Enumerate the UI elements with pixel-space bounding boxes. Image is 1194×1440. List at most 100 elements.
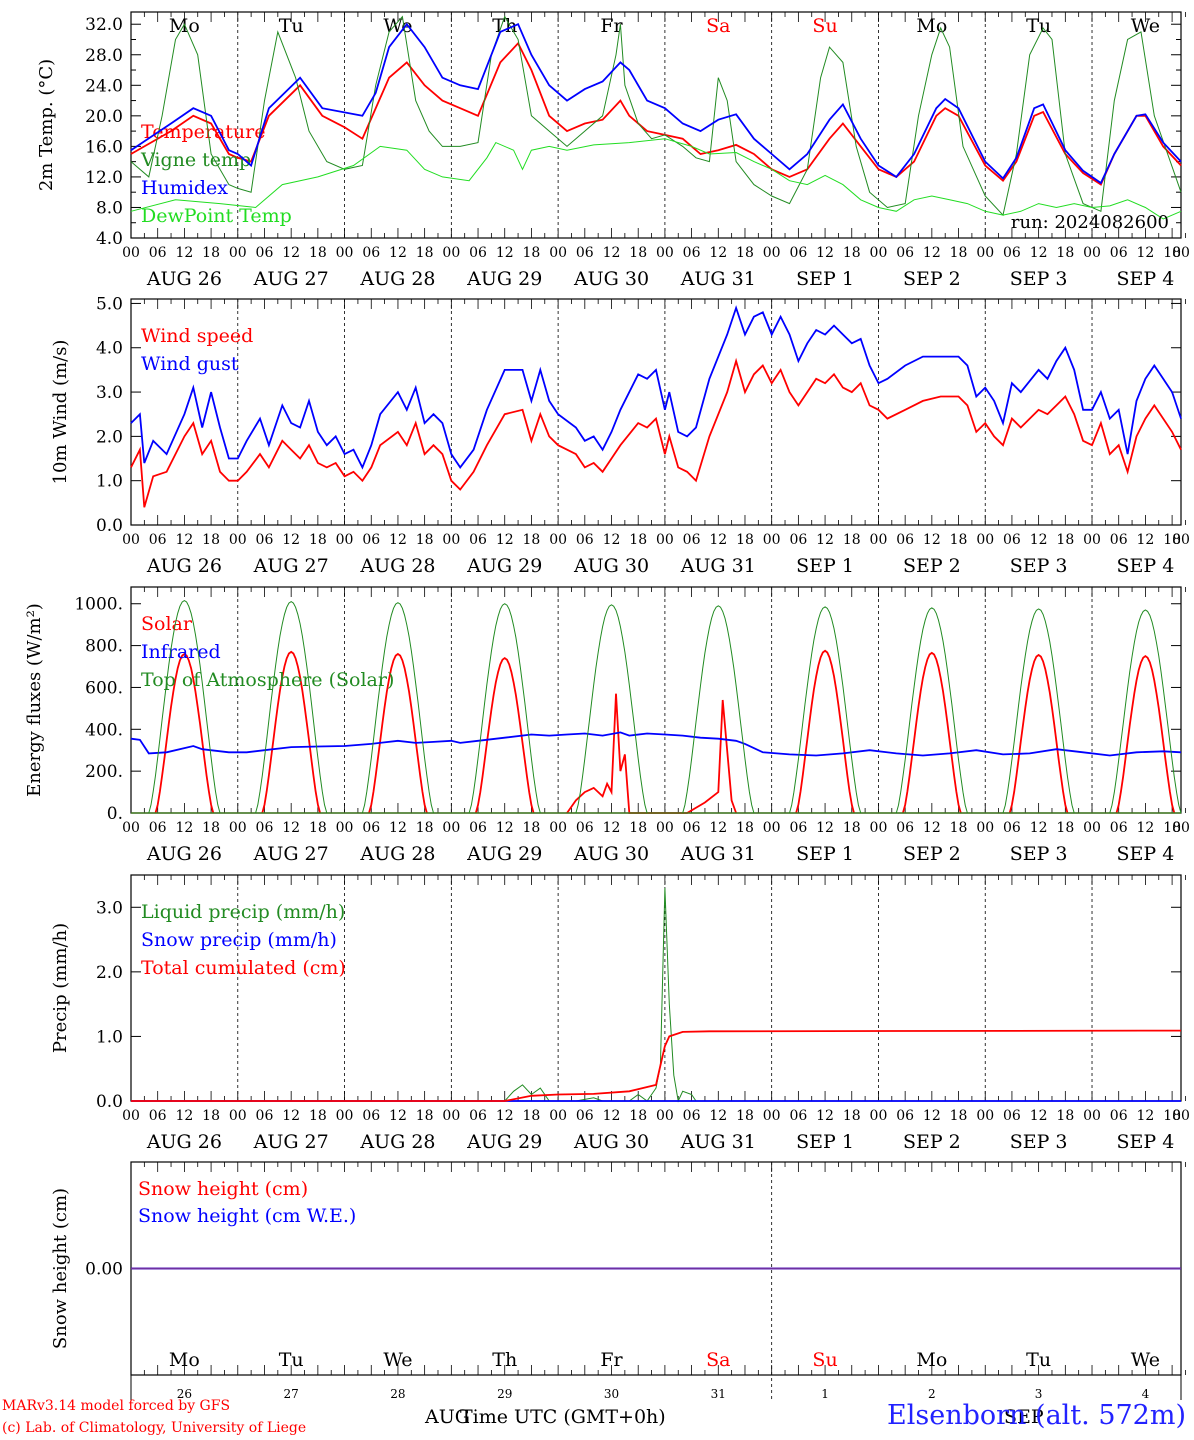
hour-tick-label: 12: [603, 245, 621, 261]
series-line-wind-speed: [130, 357, 1182, 508]
day-label: SEP 3: [1010, 843, 1068, 865]
y-axis-title: 2m Temp. (°C): [36, 59, 57, 191]
hour-tick-label: 18: [950, 532, 968, 548]
hour-tick-label: 00: [1083, 820, 1101, 836]
y-axis-title: 10m Wind (m/s): [50, 340, 71, 485]
day-label: SEP 1: [796, 555, 854, 577]
series-line-solar: [474, 656, 535, 814]
series-line-total-cumulated-cm-: [131, 1029, 1182, 1102]
hour-tick-label: 00: [229, 245, 247, 261]
hour-tick-label: 12: [1136, 1108, 1154, 1124]
hour-tick-label: 12: [709, 245, 727, 261]
hour-tick-label: 00: [656, 820, 674, 836]
day-label: AUG 30: [573, 555, 649, 577]
day-label: AUG 27: [253, 268, 329, 290]
hour-tick-label: 00: [336, 1108, 354, 1124]
y-tick-label: 0.00: [85, 1260, 123, 1280]
hour-tick-label: 06: [896, 1108, 914, 1124]
hour-tick-label: 00: [976, 245, 994, 261]
y-axis-title: Precip (mm/h): [50, 923, 71, 1053]
hour-tick-label: 18: [1163, 532, 1181, 548]
hour-tick-label: 06: [256, 1108, 274, 1124]
legend-entry: Snow precip (mm/h): [141, 929, 337, 951]
hour-tick-label: 00: [1172, 1108, 1190, 1124]
hour-tick-label: 12: [282, 1108, 300, 1124]
day-label: SEP 4: [1117, 843, 1175, 865]
hour-tick-label: 18: [950, 245, 968, 261]
hour-tick-label: 00: [763, 532, 781, 548]
hour-tick-label: 18: [416, 532, 434, 548]
hour-tick-label: 06: [683, 820, 701, 836]
hour-tick-label: 06: [1003, 820, 1021, 836]
plot-frame: [130, 11, 1182, 239]
hour-tick-label: 06: [256, 820, 274, 836]
hour-tick-label: 18: [843, 820, 861, 836]
hour-tick-label: 06: [1110, 245, 1128, 261]
y-tick-label: 4.0: [96, 339, 123, 359]
hour-tick-label: 06: [576, 820, 594, 836]
hour-tick-label: 18: [736, 532, 754, 548]
day-number-label: 29: [497, 1387, 512, 1400]
y-tick-label: 5.0: [96, 294, 123, 314]
hour-tick-label: 12: [175, 532, 193, 548]
hour-tick-label: 00: [1172, 532, 1190, 548]
y-tick-label: 1.0: [96, 472, 123, 492]
hour-tick-label: 06: [469, 245, 487, 261]
y-tick-label: 32.0: [85, 15, 123, 35]
y-axis-title: Snow height (cm): [50, 1188, 71, 1349]
hour-tick-label: 00: [442, 1108, 460, 1124]
hour-tick-label: 12: [923, 820, 941, 836]
hour-tick-label: 00: [1083, 245, 1101, 261]
legend-entry: Vigne temp: [140, 149, 251, 171]
day-label: AUG 31: [680, 843, 756, 865]
month-left-label: AUG: [425, 1406, 470, 1428]
hour-tick-label: 00: [549, 532, 567, 548]
hour-tick-label: 12: [709, 820, 727, 836]
day-number-label: 26: [177, 1387, 192, 1400]
weekday-label: We: [1131, 15, 1160, 37]
y-tick-label: 12.0: [85, 168, 123, 188]
weekday-label: Mo: [169, 1349, 200, 1371]
hour-tick-label: 18: [202, 532, 220, 548]
meteogram: 4.08.012.016.020.024.028.032.02m Temp. (…: [24, 11, 1190, 1400]
hour-tick-label: 06: [362, 820, 380, 836]
hour-tick-label: 06: [576, 245, 594, 261]
hour-tick-label: 06: [789, 532, 807, 548]
hour-tick-label: 06: [362, 245, 380, 261]
day-number-label: 28: [390, 1387, 405, 1400]
day-label: SEP 1: [796, 1131, 854, 1153]
day-label: AUG 31: [680, 555, 756, 577]
day-label: SEP 1: [796, 843, 854, 865]
hour-tick-label: 18: [416, 820, 434, 836]
day-label: AUG 30: [573, 843, 649, 865]
day-number-label: 27: [284, 1387, 299, 1400]
day-label: SEP 3: [1010, 555, 1068, 577]
hour-tick-label: 18: [202, 820, 220, 836]
legend-entry: Wind gust: [141, 353, 239, 375]
hour-tick-label: 12: [1136, 245, 1154, 261]
legend-entry: Liquid precip (mm/h): [141, 901, 345, 923]
hour-tick-label: 12: [389, 1108, 407, 1124]
legend-entry: Top of Atmosphere (Solar): [141, 669, 394, 691]
hour-tick-label: 00: [229, 532, 247, 548]
weekday-label: Tu: [1026, 15, 1051, 37]
weekday-label: Th: [492, 15, 517, 37]
hour-tick-label: 12: [282, 820, 300, 836]
hour-tick-label: 18: [1056, 532, 1074, 548]
hour-tick-label: 12: [1136, 820, 1154, 836]
y-tick-label: 0.0: [96, 516, 123, 536]
series-line-top-of-atmosphere-solar-: [361, 602, 434, 814]
hour-tick-label: 00: [976, 532, 994, 548]
hour-tick-label: 12: [816, 820, 834, 836]
weekday-label: Sa: [706, 1349, 730, 1371]
legend-entry: Infrared: [141, 641, 221, 663]
run-annotation: run: 2024082600: [1011, 212, 1169, 233]
hour-tick-label: 12: [603, 1108, 621, 1124]
hour-tick-label: 06: [789, 820, 807, 836]
legend-entry: Snow height (cm W.E.): [138, 1205, 356, 1227]
series-line-wind-gust: [130, 305, 1182, 470]
y-tick-label: 28.0: [85, 46, 123, 66]
day-number-label: 30: [604, 1387, 619, 1400]
hour-tick-label: 18: [523, 532, 541, 548]
hour-tick-label: 00: [763, 245, 781, 261]
